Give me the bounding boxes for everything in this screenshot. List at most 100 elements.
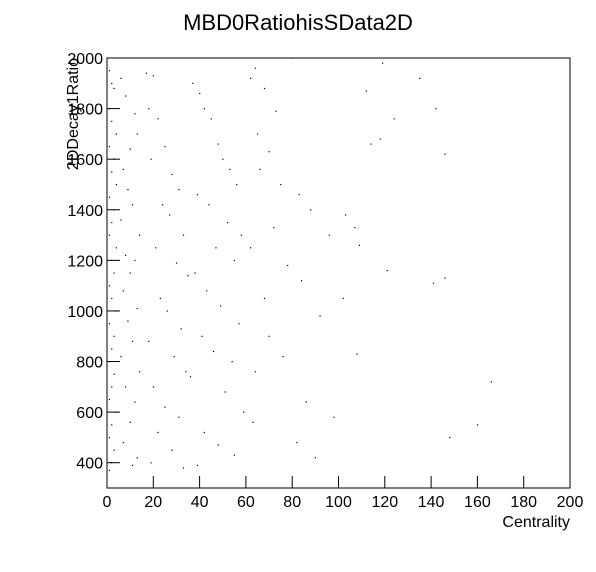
point — [490, 381, 492, 383]
x-tick-label: 120 — [371, 494, 398, 511]
point — [229, 168, 231, 170]
point — [134, 113, 136, 115]
point — [136, 133, 138, 135]
point — [113, 449, 115, 451]
point — [115, 183, 117, 186]
point — [155, 247, 157, 249]
y-tick-label: 1000 — [67, 304, 103, 321]
point — [108, 361, 111, 363]
point — [356, 353, 358, 355]
point — [208, 204, 210, 206]
point — [238, 323, 240, 325]
point — [199, 92, 201, 95]
chart-title: MBD0RatiohisSData2D — [183, 10, 413, 35]
point — [273, 226, 275, 229]
point — [305, 401, 307, 403]
point — [185, 371, 187, 373]
x-tick-label: 20 — [144, 494, 162, 511]
point — [111, 386, 113, 388]
point — [310, 209, 312, 211]
point — [291, 57, 293, 59]
x-tick-label: 60 — [237, 494, 255, 511]
point — [145, 72, 148, 74]
point — [226, 221, 229, 224]
x-tick-label: 140 — [418, 494, 445, 511]
point — [243, 411, 245, 413]
point — [222, 158, 224, 160]
y-tick-label: 1400 — [67, 203, 103, 220]
point — [111, 82, 113, 84]
point — [148, 340, 150, 342]
point — [169, 214, 171, 216]
point — [113, 335, 115, 337]
point — [108, 323, 111, 325]
point — [111, 297, 113, 299]
point — [120, 219, 122, 221]
point — [108, 70, 111, 72]
point — [111, 120, 113, 122]
x-tick-label: 200 — [557, 494, 584, 511]
point — [164, 146, 166, 148]
point — [280, 183, 282, 186]
point — [129, 421, 131, 423]
point — [254, 371, 256, 373]
point — [129, 272, 131, 274]
point — [108, 196, 111, 198]
point — [113, 272, 115, 274]
point — [127, 320, 129, 322]
point — [342, 297, 344, 299]
point — [370, 143, 372, 145]
point — [115, 310, 117, 312]
y-axis-label: 2DDecay1Ratio — [65, 58, 82, 170]
y-tick-label: 1600 — [67, 152, 103, 169]
point — [263, 297, 266, 299]
point — [192, 82, 194, 84]
y-tick-label: 2000 — [67, 51, 103, 68]
point — [240, 234, 242, 236]
point — [233, 454, 236, 456]
point — [224, 391, 226, 393]
point — [122, 168, 124, 170]
point — [125, 386, 127, 388]
point — [231, 361, 233, 363]
point — [386, 269, 388, 272]
point — [215, 247, 217, 249]
point — [108, 146, 111, 148]
point — [138, 371, 141, 373]
x-axis-label: Centrality — [502, 514, 570, 531]
point — [250, 77, 252, 79]
point — [432, 282, 435, 284]
point — [157, 118, 159, 120]
point — [196, 194, 198, 196]
point — [365, 90, 367, 92]
point — [111, 462, 113, 464]
point — [152, 386, 154, 388]
y-tick-label: 1200 — [67, 253, 103, 270]
point — [379, 138, 381, 140]
point — [108, 436, 111, 439]
point — [164, 406, 166, 408]
point — [129, 148, 131, 150]
point — [298, 194, 300, 196]
point — [171, 449, 173, 451]
point — [108, 108, 111, 110]
point — [138, 234, 141, 236]
point — [203, 431, 205, 434]
point — [393, 118, 395, 120]
point — [275, 110, 277, 112]
point — [178, 189, 180, 191]
point — [131, 464, 134, 466]
x-tick-label: 40 — [191, 494, 209, 511]
point — [111, 259, 113, 262]
point — [314, 457, 317, 459]
point — [113, 209, 115, 211]
point — [111, 348, 113, 350]
point — [206, 290, 208, 292]
point — [217, 444, 219, 446]
point — [300, 280, 303, 282]
point — [134, 401, 136, 403]
point — [219, 305, 222, 307]
point — [166, 310, 168, 312]
